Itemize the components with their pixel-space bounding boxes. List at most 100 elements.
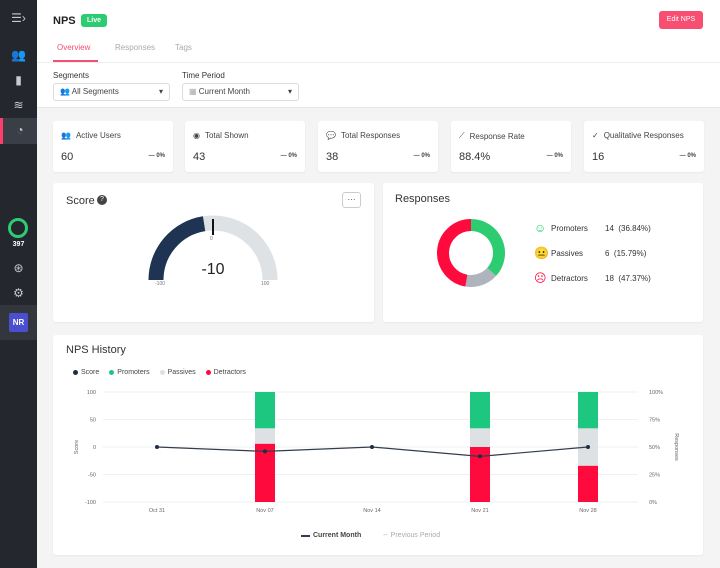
nps-history-title: NPS History bbox=[66, 344, 126, 356]
eye-icon: ◉ bbox=[193, 131, 200, 140]
score-point bbox=[478, 454, 482, 459]
y2-tick-label: 75% bbox=[649, 418, 660, 424]
legend-score[interactable]: Score bbox=[73, 369, 99, 376]
bar-promoters bbox=[578, 392, 598, 429]
gauge-fill bbox=[148, 216, 206, 281]
stat-label: Active Users bbox=[75, 131, 121, 140]
bar-promoters bbox=[255, 392, 275, 429]
legend-label: Passives bbox=[551, 249, 584, 258]
y2-tick-label: 25% bbox=[649, 473, 660, 479]
stat-delta: — 0% bbox=[679, 153, 696, 159]
more-options-button[interactable]: ··· bbox=[342, 192, 361, 208]
y2-tick-label: 50% bbox=[649, 445, 660, 451]
bar-detractors bbox=[255, 443, 275, 502]
gauge-min-label: -100 bbox=[155, 281, 166, 287]
tab-overview[interactable]: Overview bbox=[57, 43, 91, 52]
segments-select[interactable]: 👥 All Segments ▾ bbox=[53, 83, 170, 101]
avatar[interactable]: NR bbox=[9, 313, 28, 332]
bar-detractors bbox=[578, 465, 598, 502]
bar-passives bbox=[470, 428, 490, 447]
score-point bbox=[155, 445, 159, 449]
responses-title: Responses bbox=[395, 193, 451, 205]
y2-tick-label: 0% bbox=[649, 500, 657, 506]
nps-history-chart: 100 100% 50 75% 0 50% -50 25% -100 0% Score Respons… bbox=[74, 390, 679, 514]
responses-card: Responses ☺ Promoters 14 (36.84%) 😐 Passives… bbox=[383, 183, 703, 322]
score-gauge bbox=[148, 215, 278, 281]
stat-card: 💬 Total Responses 38 — 0% bbox=[318, 121, 438, 172]
chart-rate-icon: ⟋ bbox=[459, 131, 465, 140]
speech-bubble-icon: 💬 bbox=[326, 131, 336, 140]
users-icon: 👥 bbox=[61, 131, 71, 140]
bar-promoters bbox=[470, 392, 490, 429]
stat-value: 88.4% bbox=[459, 151, 491, 163]
legend-detractors[interactable]: Detractors bbox=[205, 369, 246, 376]
stat-value: 16 bbox=[592, 151, 605, 163]
header: NPS Live Edit NPS Overview Responses Tag… bbox=[37, 0, 720, 108]
score-point bbox=[370, 445, 374, 449]
segments-label: Segments bbox=[53, 71, 90, 80]
y-tick-label: 0 bbox=[93, 445, 96, 451]
bar-passives bbox=[255, 428, 275, 444]
legend-promoters[interactable]: Promoters bbox=[109, 369, 150, 376]
legend-count: 14 (36.84%) bbox=[605, 224, 651, 233]
donut-slice-promoters bbox=[470, 219, 505, 277]
y-tick-label: -100 bbox=[85, 500, 96, 506]
menu-toggle-icon[interactable]: ☰› bbox=[11, 11, 26, 25]
gear-icon[interactable]: ⚙ bbox=[13, 286, 24, 300]
chat-check-icon: ✓ bbox=[592, 131, 599, 140]
donut-slice-passives bbox=[465, 267, 497, 287]
passives-face-icon: 😐 bbox=[534, 246, 549, 260]
legend-label: Promoters bbox=[551, 224, 588, 233]
x-tick-label: Nov 21 bbox=[471, 508, 488, 514]
nps-gauge-icon[interactable]: ◔ bbox=[0, 118, 37, 144]
y-tick-label: 100 bbox=[87, 390, 96, 396]
legend-label: Detractors bbox=[551, 274, 588, 283]
gauge-max-label: 100 bbox=[261, 281, 270, 287]
score-title: Score bbox=[66, 195, 95, 207]
y-tick-label: 50 bbox=[90, 418, 96, 424]
status-badge: Live bbox=[81, 14, 108, 27]
tab-tags[interactable]: Tags bbox=[175, 43, 192, 52]
help-icon[interactable]: ? bbox=[97, 195, 107, 205]
stat-value: 38 bbox=[326, 151, 339, 163]
edit-nps-button[interactable]: Edit NPS bbox=[659, 11, 703, 29]
stat-label: Total Responses bbox=[340, 131, 401, 140]
tab-responses[interactable]: Responses bbox=[115, 43, 156, 52]
legend-current-month[interactable]: Current Month bbox=[301, 532, 361, 539]
layers-icon[interactable]: ≋ bbox=[13, 98, 24, 112]
legend-count: 18 (47.37%) bbox=[605, 274, 651, 283]
y2-axis-label: Responses bbox=[673, 433, 679, 461]
gauge-mid-label: 0 bbox=[210, 236, 213, 242]
bar-detractors bbox=[470, 447, 490, 502]
legend-previous-period[interactable]: -- Previous Period bbox=[383, 532, 441, 539]
stat-label: Total Shown bbox=[204, 131, 249, 140]
stat-label: Response Rate bbox=[469, 131, 525, 141]
score-point bbox=[586, 445, 590, 449]
donut-slice-detractors bbox=[437, 219, 472, 287]
time-period-label: Time Period bbox=[182, 71, 225, 80]
nps-history-card: NPS History Score Promoters Passives Detrac… bbox=[53, 335, 703, 555]
stat-card: ✓ Qualitative Responses 16 — 0% bbox=[584, 121, 704, 172]
promoters-face-icon: ☺ bbox=[534, 221, 547, 235]
bar-chart-icon[interactable]: ▮ bbox=[15, 73, 22, 87]
stat-delta: — 0% bbox=[413, 153, 430, 159]
stat-delta: — 0% bbox=[546, 153, 563, 159]
stat-value: 60 bbox=[61, 151, 74, 163]
y2-tick-label: 100% bbox=[649, 390, 663, 396]
y-tick-label: -50 bbox=[88, 473, 96, 479]
time-period-select[interactable]: ▦ Current Month ▾ bbox=[182, 83, 299, 101]
stat-card: ⟋ Response Rate 88.4% — 0% bbox=[451, 121, 571, 172]
legend-count: 6 (15.79%) bbox=[605, 249, 647, 258]
x-tick-label: Nov 28 bbox=[579, 508, 596, 514]
users-icon[interactable]: 👥 bbox=[11, 48, 26, 62]
progress-ring[interactable] bbox=[8, 218, 28, 238]
y-axis-label: Score bbox=[74, 440, 80, 454]
page-title: NPS bbox=[53, 15, 76, 27]
responses-donut bbox=[437, 219, 505, 287]
help-icon[interactable]: ⊛ bbox=[13, 261, 24, 275]
stat-delta: — 0% bbox=[280, 153, 297, 159]
x-tick-label: Nov 07 bbox=[256, 508, 273, 514]
stat-delta: — 0% bbox=[148, 153, 165, 159]
progress-value: 397 bbox=[12, 241, 25, 248]
legend-passives[interactable]: Passives bbox=[159, 369, 196, 376]
